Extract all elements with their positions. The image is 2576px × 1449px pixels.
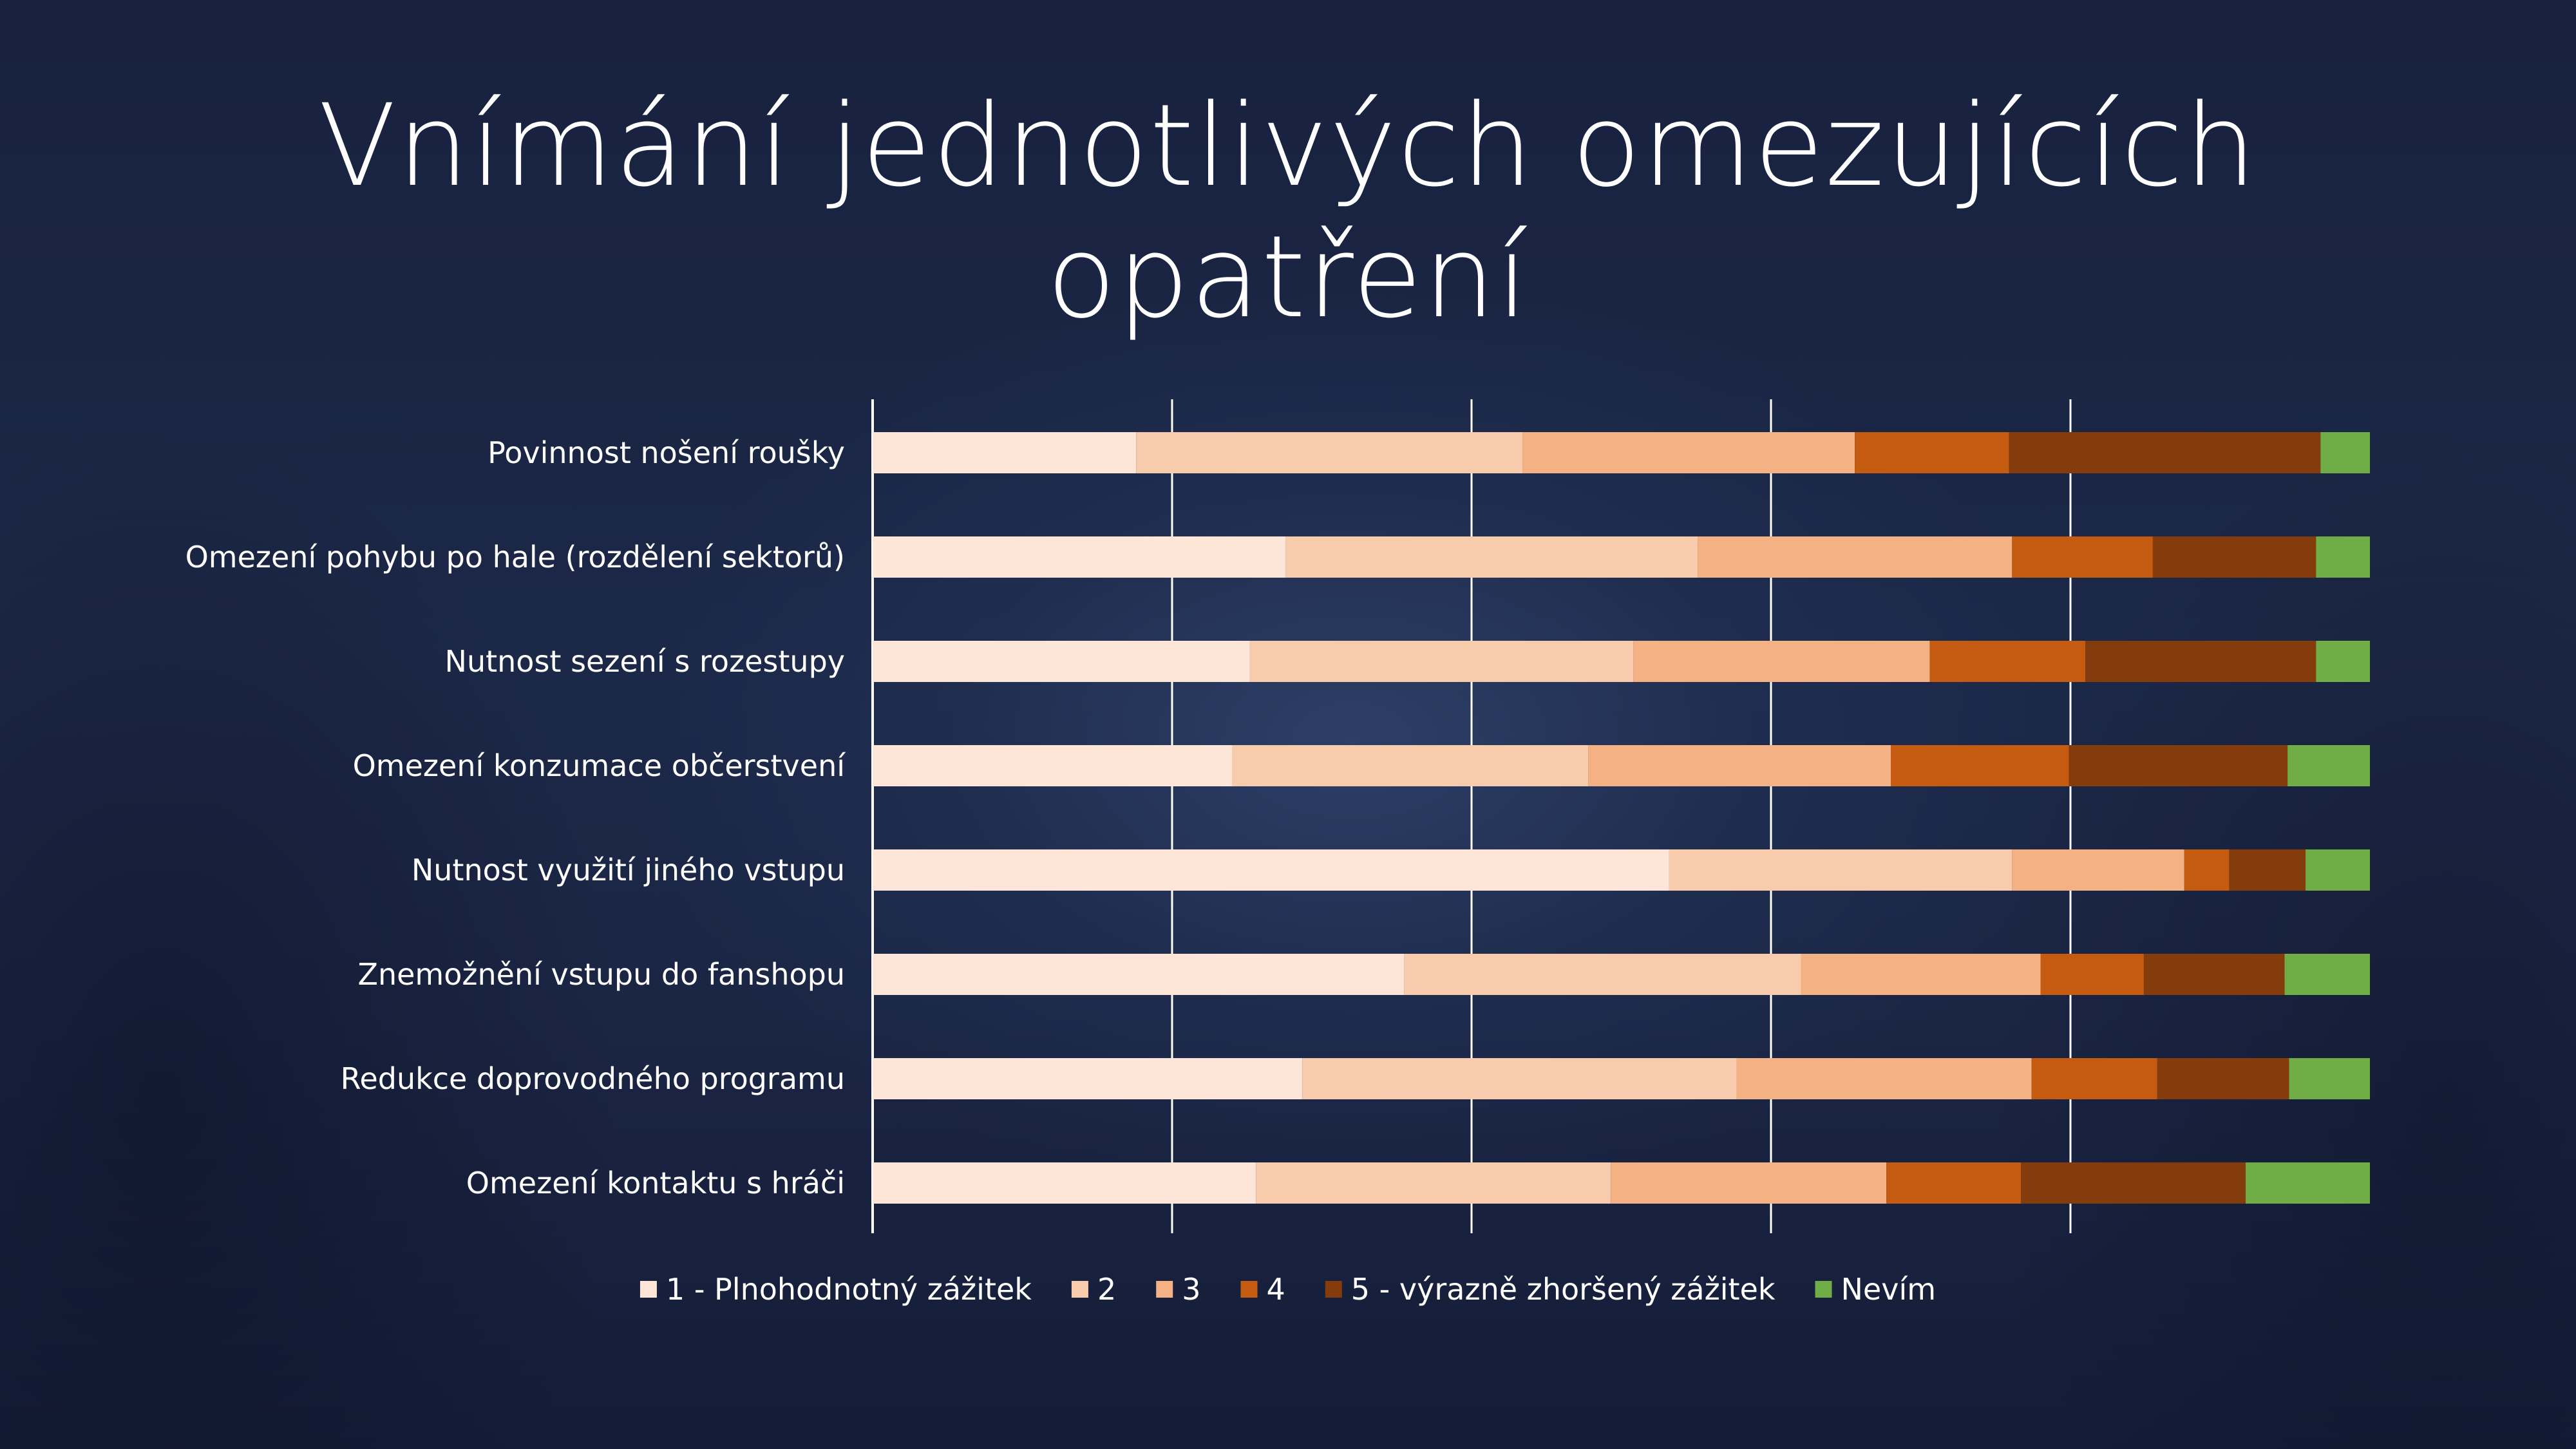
- bar-segment: [2316, 641, 2370, 682]
- slide-title-line-1: Vnímání jednotlivých omezujících: [318, 80, 2258, 212]
- bar-segment: [2085, 641, 2316, 682]
- bar-segment: [1801, 954, 2041, 995]
- bar-segment: [1232, 745, 1589, 786]
- bar-segment: [1633, 641, 1930, 682]
- bar-segment: [873, 1058, 1303, 1099]
- bar-segment: [2284, 954, 2370, 995]
- legend-swatch: [639, 1281, 657, 1298]
- bar-segment: [2021, 1162, 2246, 1204]
- bar-segment: [873, 954, 1405, 995]
- bar-segment: [2152, 536, 2316, 578]
- bar-segment: [2009, 432, 2321, 473]
- bar-segment: [873, 536, 1286, 578]
- bar-segment: [873, 849, 1669, 891]
- bar-segment: [1698, 536, 2012, 578]
- legend-swatch: [1240, 1281, 1258, 1298]
- legend-item: Nevím: [1815, 1272, 1937, 1307]
- legend-item: 1 - Plnohodnotný zážitek: [639, 1272, 1032, 1307]
- bar-segment: [2012, 536, 2153, 578]
- bar-segment: [1249, 641, 1634, 682]
- category-label: Nutnost využití jiného vstupu: [412, 853, 845, 887]
- bar-segment: [873, 745, 1232, 786]
- bar-segment: [2069, 745, 2288, 786]
- legend-label: 2: [1097, 1272, 1116, 1307]
- bar-segment: [2306, 849, 2370, 891]
- bar-segment: [1256, 1162, 1611, 1204]
- bar-segment: [2289, 1058, 2370, 1099]
- category-label: Redukce doprovodného programu: [341, 1061, 845, 1096]
- slide-title: Vnímání jednotlivých omezujících opatřen…: [0, 80, 2576, 343]
- category-label: Povinnost nošení roušky: [488, 435, 845, 470]
- bar-area: [873, 432, 2370, 1204]
- bar-segment: [2157, 1058, 2289, 1099]
- bar-segment: [873, 432, 1137, 473]
- bar-segment: [1136, 432, 1523, 473]
- bar-segment: [2040, 954, 2144, 995]
- category-label: Omezení pohybu po hale (rozdělení sektor…: [185, 540, 845, 574]
- bar-segment: [2246, 1162, 2370, 1204]
- category-label: Omezení konzumace občerstvení: [353, 748, 846, 783]
- legend-item: 2: [1071, 1272, 1116, 1307]
- category-label: Nutnost sezení s rozestupy: [445, 644, 845, 679]
- legend-label: Nevím: [1841, 1272, 1937, 1307]
- legend-item: 5 - výrazně zhoršený zážitek: [1325, 1272, 1776, 1307]
- legend-swatch: [1156, 1281, 1173, 1298]
- bar-segment: [873, 641, 1250, 682]
- legend: 1 - Plnohodnotný zážitek 2 3 4 5 - výrazně z…: [639, 1272, 1937, 1307]
- bar-segment: [1522, 432, 1855, 473]
- legend-label: 1 - Plnohodnotný zážitek: [666, 1272, 1032, 1307]
- legend-swatch: [1815, 1281, 1832, 1298]
- bar-segment: [1669, 849, 2012, 891]
- slide-title-line-2: opatření: [1046, 211, 1530, 343]
- bar-segment: [2184, 849, 2230, 891]
- bar-segment: [2229, 849, 2306, 891]
- legend-label: 3: [1182, 1272, 1200, 1307]
- category-label: Znemožnění vstupu do fanshopu: [357, 957, 845, 992]
- bar-segment: [2316, 536, 2370, 578]
- bar-segment: [1588, 745, 1891, 786]
- legend-item: 4: [1240, 1272, 1285, 1307]
- bar-segment: [2031, 1058, 2157, 1099]
- bar-segment: [2012, 849, 2184, 891]
- bar-segment: [2143, 954, 2285, 995]
- bar-segment: [1891, 745, 2069, 786]
- category-label: Omezení kontaktu s hráči: [466, 1166, 845, 1200]
- bar-segment: [1736, 1058, 2032, 1099]
- bar-segment: [1611, 1162, 1887, 1204]
- bar-segment: [873, 1162, 1256, 1204]
- bar-segment: [1285, 536, 1698, 578]
- bar-segment: [2287, 745, 2370, 786]
- legend-swatch: [1071, 1281, 1088, 1298]
- bar-segment: [1404, 954, 1801, 995]
- bar-segment: [1886, 1162, 2022, 1204]
- legend-swatch: [1325, 1281, 1342, 1298]
- legend-item: 3: [1156, 1272, 1201, 1307]
- category-labels: Povinnost nošení roušky Omezení pohybu po…: [185, 435, 846, 1200]
- bar-segment: [1855, 432, 2009, 473]
- legend-label: 5 - výrazně zhoršený zážitek: [1351, 1272, 1776, 1307]
- bar-segment: [1929, 641, 2086, 682]
- bar-segment: [1302, 1058, 1737, 1099]
- legend-label: 4: [1267, 1272, 1285, 1307]
- bar-segment: [2320, 432, 2370, 473]
- gridlines: [871, 399, 2072, 1233]
